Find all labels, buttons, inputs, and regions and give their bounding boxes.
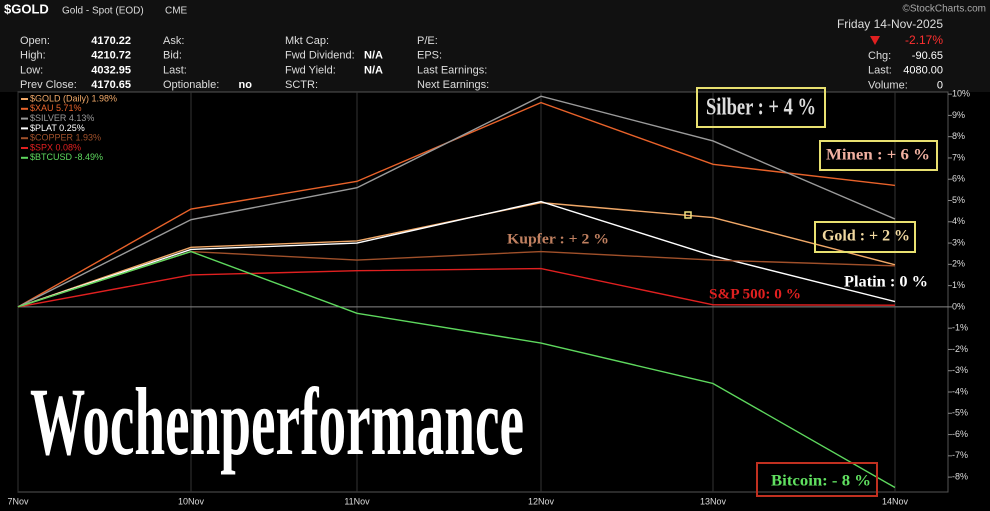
series-line <box>17 95 896 308</box>
field-value: N/A <box>364 50 383 62</box>
series-line <box>17 267 896 308</box>
y-tick-label: -7% <box>952 450 968 460</box>
y-tick-label: 9% <box>952 110 965 120</box>
y-tick-label: -6% <box>952 429 968 439</box>
legend-entry: $BTCUSD -8.49% <box>30 152 103 162</box>
legend-entry: $GOLD (Daily) 1.98% <box>30 93 117 103</box>
field-value: 4210.72 <box>91 50 131 62</box>
y-tick-label: 8% <box>952 131 965 141</box>
legend-entry: $SILVER 4.13% <box>30 113 94 123</box>
field-label: Optionable: <box>163 79 219 91</box>
annotation: Bitcoin: - 8 % <box>771 473 871 490</box>
field-label: Mkt Cap: <box>285 35 329 47</box>
y-tick-label: 2% <box>952 259 965 269</box>
series-line <box>17 250 896 489</box>
annotation-box <box>814 221 916 253</box>
y-tick-label: -1% <box>952 323 968 333</box>
y-tick-label: 4% <box>952 216 965 226</box>
x-tick-label: 7Nov <box>7 496 29 506</box>
change-pct: -2.17% <box>905 33 943 47</box>
field-label: Ask: <box>163 35 184 47</box>
field-label: P/E: <box>417 35 438 47</box>
y-tick-label: -2% <box>952 344 968 354</box>
field-label: Bid: <box>163 50 182 62</box>
field-label: Volume: <box>868 79 908 91</box>
field-label: Prev Close: <box>20 79 77 91</box>
y-tick-label: 10% <box>952 89 970 99</box>
annotation: Platin : 0 % <box>844 274 928 291</box>
field-value: 4170.65 <box>91 79 131 91</box>
y-tick-label: 0% <box>952 301 965 311</box>
field-value: no <box>239 79 253 91</box>
x-tick-label: 13Nov <box>700 496 727 506</box>
field-value: 0 <box>937 79 943 91</box>
legend-entry: $COPPER 1.93% <box>30 133 101 143</box>
y-tick-label: -4% <box>952 386 968 396</box>
field-value: -90.65 <box>912 50 943 62</box>
annotation: Wochenperformance <box>30 368 524 475</box>
field-label: Fwd Yield: <box>285 64 336 76</box>
field-value: 4080.00 <box>903 65 943 77</box>
y-tick-label: 6% <box>952 174 965 184</box>
marker <box>684 211 692 219</box>
down-arrow <box>870 36 880 45</box>
annotation: Kupfer : + 2 % <box>507 231 609 247</box>
annotation: S&P 500: 0 % <box>709 286 801 302</box>
field-label: High: <box>20 50 46 62</box>
x-tick-label: 14Nov <box>882 496 909 506</box>
x-tick-label: 10Nov <box>178 496 205 506</box>
y-tick-label: -8% <box>952 471 968 481</box>
field-label: EPS: <box>417 50 442 62</box>
y-tick-label: 5% <box>952 195 965 205</box>
field-value: 4032.95 <box>91 64 131 76</box>
field-label: Last Earnings: <box>417 64 487 76</box>
legend-entry: $XAU 5.71% <box>30 103 82 113</box>
field-label: Chg: <box>868 50 891 62</box>
legend-entry: $SPX 0.08% <box>30 142 81 152</box>
field-value: N/A <box>364 64 383 76</box>
y-tick-label: -3% <box>952 365 968 375</box>
field-label: Last: <box>163 64 187 76</box>
y-tick-label: -5% <box>952 408 968 418</box>
annotation-box <box>696 87 826 128</box>
y-tick-label: 7% <box>952 152 965 162</box>
exchange: CME <box>165 6 188 17</box>
header-panel <box>0 0 990 92</box>
y-tick-label: 3% <box>952 237 965 247</box>
y-tick-label: 1% <box>952 280 965 290</box>
field-label: SCTR: <box>285 79 318 91</box>
legend-entry: $PLAT 0.25% <box>30 123 85 133</box>
field-value: 4170.22 <box>91 35 131 47</box>
series-line <box>17 200 896 308</box>
x-tick-label: 12Nov <box>528 496 555 506</box>
symbol: $GOLD <box>4 1 49 16</box>
field-label: Low: <box>20 64 43 76</box>
field-label: Next Earnings: <box>417 79 489 91</box>
annotation-box <box>819 140 938 171</box>
annotation: Silber : + 4 % <box>706 95 816 121</box>
instrument-name: Gold - Spot (EOD) <box>62 6 144 17</box>
field-label: Fwd Dividend: <box>285 50 355 62</box>
annotation-box <box>756 462 878 497</box>
copyright: ©StockCharts.com <box>902 4 986 15</box>
date: Friday 14-Nov-2025 <box>837 17 943 31</box>
x-tick-label: 11Nov <box>344 496 370 506</box>
annotation: Minen : + 6 % <box>826 147 930 164</box>
field-label: Last: <box>868 65 892 77</box>
annotation: Gold : + 2 % <box>822 228 910 245</box>
field-label: Open: <box>20 35 50 47</box>
